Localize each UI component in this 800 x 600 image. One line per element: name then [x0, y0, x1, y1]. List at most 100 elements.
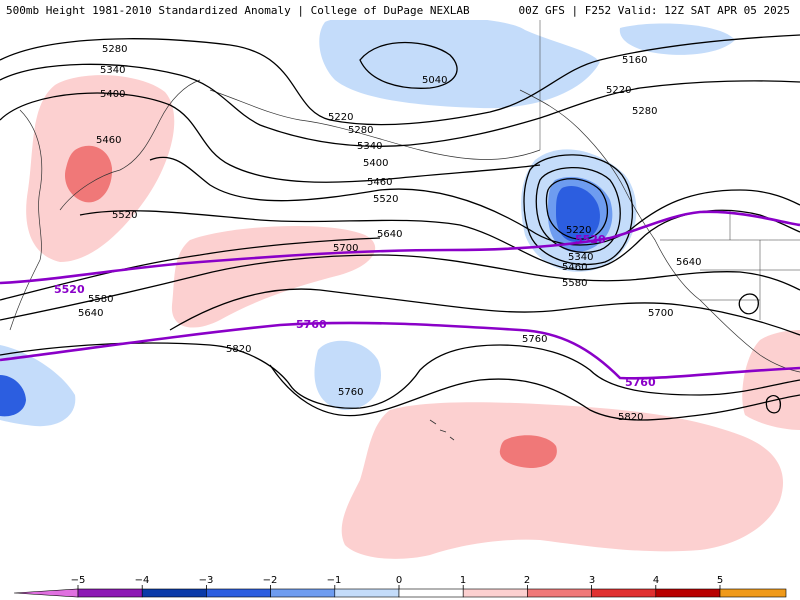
positive-anomaly-area	[341, 402, 784, 559]
contour-5460	[149, 156, 800, 246]
contour-label: 5700	[333, 243, 358, 254]
colorbar-segments	[13, 585, 787, 598]
contour-label: 5460	[367, 177, 392, 188]
contour-label: 5580	[88, 294, 113, 305]
contour-label: 5640	[676, 257, 701, 268]
contour-label: 5460	[96, 135, 121, 146]
contour-label: 5220	[566, 225, 591, 236]
contour-label: 5040	[422, 75, 447, 86]
reference-contours	[0, 210, 800, 380]
colorbar-tick: 3	[589, 575, 595, 586]
colorbar-tick-labels: −5 −4 −3 −2 −1 0 1 2 3 4 5	[71, 575, 724, 586]
contour-5640	[0, 254, 800, 321]
colorbar-tick: −2	[263, 575, 278, 586]
aleutian-chain	[209, 89, 541, 160]
positive-anomaly-area	[742, 330, 800, 430]
colorbar-tick: −4	[135, 575, 150, 586]
contour-5340-low	[523, 154, 634, 266]
contour-label: 5820	[618, 412, 643, 423]
colorbar-tick: −1	[327, 575, 342, 586]
colorbar-segment	[141, 588, 207, 598]
contour-5280-low	[535, 166, 621, 254]
contour-label: 5400	[363, 158, 388, 169]
reference-contour-5760	[0, 321, 800, 380]
anomaly-shading	[0, 20, 800, 559]
model-run-info: 00Z GFS | F252 Valid: 12Z SAT APR 05 202…	[518, 4, 790, 17]
colorbar-legend: −5 −4 −3 −2 −1 0 1 2 3 4 5	[13, 575, 787, 598]
positive-anomaly-area	[499, 435, 557, 468]
colorbar-segment	[655, 588, 721, 598]
colorbar-segment	[206, 588, 271, 598]
contour-label: 5640	[78, 308, 103, 319]
map-canvas: 5280 5340 5400 5460 5520 5040 5160 5220 …	[0, 20, 800, 570]
reference-label: 5760	[296, 318, 327, 331]
colorbar-tick: 5	[717, 575, 723, 586]
contour-label: 5340	[357, 141, 382, 152]
contour-label: 5400	[100, 89, 125, 100]
contour-label: 5280	[632, 106, 657, 117]
colorbar-segment	[270, 588, 336, 598]
contour-label: 5640	[377, 229, 402, 240]
colorbar-tick: 0	[396, 575, 402, 586]
negative-anomaly-area	[0, 375, 26, 417]
contour-small-high	[765, 394, 781, 414]
contour-label: 5520	[373, 194, 398, 205]
kamchatka-coastline	[59, 79, 201, 211]
contour-5400	[0, 92, 541, 183]
colorbar-segment	[462, 588, 528, 598]
colorbar-segment	[13, 588, 79, 598]
colorbar-segment	[334, 588, 400, 598]
reference-label: 5760	[625, 376, 656, 389]
colorbar-tick: −5	[71, 575, 86, 586]
contour-label: 5820	[226, 344, 251, 355]
contour-label: 5580	[562, 278, 587, 289]
negative-anomaly-area	[556, 185, 600, 243]
contour-label: 5340	[100, 65, 125, 76]
contour-5220-low	[545, 178, 609, 240]
negative-anomaly-area	[319, 20, 600, 109]
contour-label: 5760	[522, 334, 547, 345]
contour-label: 5460	[562, 262, 587, 273]
contour-label: 5220	[606, 85, 631, 96]
asia-coastline	[9, 109, 43, 331]
colorbar-segment	[77, 588, 143, 598]
colorbar-tick: −3	[199, 575, 214, 586]
colorbar-segment	[719, 588, 787, 598]
contour-5580	[0, 237, 381, 301]
hawaii-islands	[429, 419, 455, 441]
negative-anomaly-area	[619, 23, 735, 55]
contour-label: 5280	[102, 44, 127, 55]
colorbar-segment	[527, 588, 592, 598]
contour-label: 5280	[348, 125, 373, 136]
north-america-coastline	[519, 89, 800, 373]
contour-label: 5220	[328, 112, 353, 123]
contour-label: 5340	[568, 252, 593, 263]
contour-5340	[0, 63, 800, 147]
reference-label: 5520	[575, 233, 606, 246]
colorbar-segment	[398, 588, 464, 598]
reference-contour-5520	[0, 210, 800, 285]
colorbar-tick: 4	[653, 575, 659, 586]
colorbar-segment	[591, 588, 657, 598]
contour-5520	[79, 209, 800, 271]
contour-5040	[359, 41, 458, 89]
contour-5700	[169, 288, 800, 336]
reference-label: 5520	[54, 283, 85, 296]
contour-labels: 5280 5340 5400 5460 5520 5040 5160 5220 …	[54, 44, 701, 423]
coastlines	[9, 20, 800, 441]
height-contours	[0, 34, 800, 421]
contour-5760	[0, 342, 800, 409]
state-borders	[660, 210, 800, 320]
contour-5820	[269, 364, 800, 421]
colorbar-tick: 1	[460, 575, 466, 586]
map-title: 500mb Height 1981-2010 Standardized Anom…	[6, 4, 470, 17]
title-bar: 500mb Height 1981-2010 Standardized Anom…	[0, 0, 800, 20]
contour-label: 5700	[648, 308, 673, 319]
contour-5280	[0, 34, 800, 126]
contour-label: 5160	[622, 55, 647, 66]
negative-anomaly-area	[314, 340, 382, 410]
contour-small-low	[738, 293, 759, 315]
positive-anomaly-area	[64, 145, 113, 203]
colorbar-tick: 2	[524, 575, 530, 586]
